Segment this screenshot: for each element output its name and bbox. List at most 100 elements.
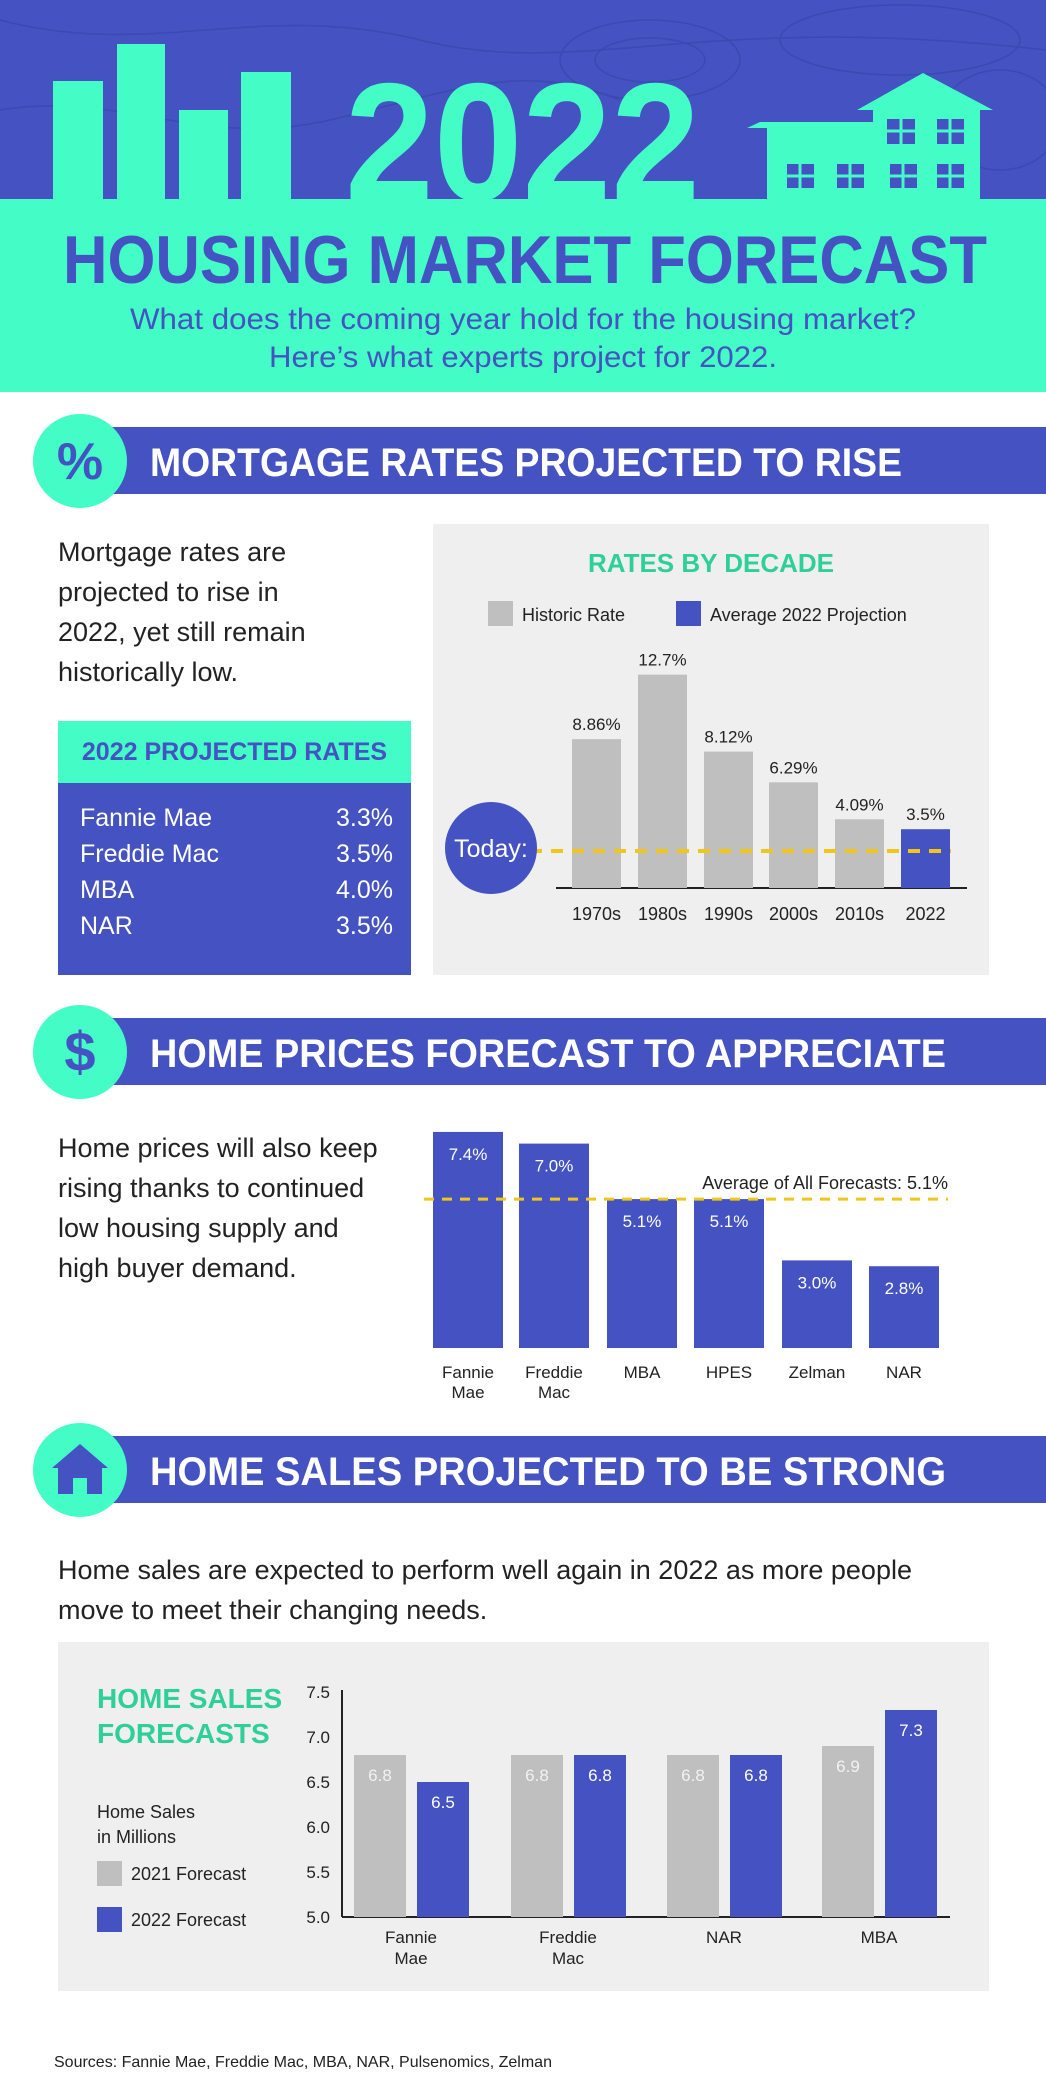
text-line: rising thanks to continued	[58, 1173, 365, 1203]
y-tick-label: 7.0	[306, 1728, 330, 1747]
x-tick-label: Zelman	[789, 1363, 846, 1382]
bar-value-label: 4.09%	[835, 795, 883, 814]
bar-value-label: 8.86%	[572, 715, 620, 734]
projected-rates-title: 2022 PROJECTED RATES	[58, 721, 411, 783]
y-axis-label: Home Sales	[97, 1802, 195, 1822]
bar-2021 Forecast-Fannie Mae	[354, 1755, 406, 1917]
bar-1990s	[704, 751, 753, 888]
legend-swatch-historic	[488, 601, 513, 626]
bar-value-label: 6.8	[525, 1766, 549, 1785]
average-label: Average of All Forecasts: 5.1%	[702, 1173, 948, 1193]
rate-source: MBA	[80, 875, 135, 904]
text-line: Home sales are expected to perform well …	[58, 1555, 912, 1585]
bar-value-label: 3.5%	[906, 805, 945, 824]
text-line: high buyer demand.	[58, 1253, 297, 1283]
y-tick-label: 7.5	[306, 1683, 330, 1702]
x-tick-label: 2010s	[835, 904, 884, 924]
bar-value-label: 6.8	[368, 1766, 392, 1785]
x-tick-label: NAR	[706, 1928, 742, 1947]
bar-value-label: 6.5	[431, 1793, 455, 1812]
bar-2022 Forecast-MBA	[885, 1710, 937, 1917]
x-tick-label: NAR	[886, 1363, 922, 1382]
percent-glyph: %	[57, 433, 103, 491]
rate-value: 3.3%	[336, 803, 393, 832]
bar-value-label: 6.29%	[769, 758, 817, 777]
dollar-glyph: $	[64, 1020, 95, 1083]
text-line: 2022, yet still remain	[58, 617, 306, 647]
bar-value-label: 6.8	[588, 1766, 612, 1785]
x-tick-label: Mae	[394, 1949, 427, 1968]
x-tick-label: MBA	[861, 1928, 899, 1947]
legend-swatch-2022	[97, 1907, 122, 1932]
header-title: HOUSING MARKET FORECAST	[63, 222, 987, 298]
percent-icon	[33, 414, 127, 508]
x-tick-label: 1990s	[704, 904, 753, 924]
x-tick-label: 2022	[905, 904, 945, 924]
bar-HPES	[694, 1199, 764, 1348]
rate-row: NAR 3.5%	[58, 908, 411, 944]
bar-value-label: 6.9	[836, 1757, 860, 1776]
projected-rates-box: 2022 PROJECTED RATES Fannie Mae 3.3% Fred…	[58, 721, 411, 975]
bar-2022 Forecast-Fannie Mae	[417, 1782, 469, 1917]
section-banner-mortgage: % MORTGAGE RATES PROJECTED TO RISE	[33, 414, 1046, 508]
section-banner-prices: $ HOME PRICES FORECAST TO APPRECIATE	[33, 1005, 1046, 1099]
bar-MBA	[607, 1199, 677, 1348]
legend-label: Average 2022 Projection	[710, 605, 907, 625]
bar-value-label: 12.7%	[638, 651, 686, 670]
bar-value-label: 7.0%	[535, 1157, 574, 1176]
bar-2000s	[769, 782, 818, 888]
house-graphic	[747, 73, 993, 201]
bar-2022 Forecast-NAR	[730, 1755, 782, 1917]
rates-by-decade-chart: RATES BY DECADE Historic Rate Average 20…	[445, 548, 967, 924]
legend-swatch-projection	[676, 601, 701, 626]
legend-swatch-2021	[97, 1861, 122, 1886]
bar-value-label: 5.1%	[623, 1212, 662, 1231]
text-line: historically low.	[58, 657, 239, 687]
rate-source: Fannie Mae	[80, 803, 213, 832]
rate-source: NAR	[80, 911, 133, 940]
dollar-icon	[33, 1005, 127, 1099]
text-line: Mortgage rates are	[58, 537, 287, 567]
x-tick-label: Mae	[451, 1383, 484, 1402]
bar-value-label: 7.3	[899, 1721, 923, 1740]
bar-1970s	[572, 739, 621, 888]
bar-value-label: 3.0%	[798, 1273, 837, 1292]
chart-title: HOME SALES	[97, 1683, 282, 1714]
rate-row: Freddie Mac 3.5%	[58, 836, 411, 872]
x-tick-label: Fannie	[442, 1363, 494, 1382]
rate-value: 3.5%	[336, 911, 393, 940]
section-banner-sales: HOME SALES PROJECTED TO BE STRONG	[33, 1423, 1046, 1517]
legend-label: Historic Rate	[522, 605, 625, 625]
y-tick-label: 6.5	[306, 1773, 330, 1792]
text-line: move to meet their changing needs.	[58, 1595, 488, 1625]
y-tick-label: 6.0	[306, 1818, 330, 1837]
sales-text: Home sales are expected to perform well …	[58, 1550, 912, 1630]
bar-value-label: 6.8	[744, 1766, 768, 1785]
bar-2022 Forecast-Freddie Mac	[574, 1755, 626, 1917]
today-label: Today:	[454, 835, 528, 863]
rates-chart-panel	[433, 524, 989, 975]
text-line: low housing supply and	[58, 1213, 339, 1243]
x-tick-label: Freddie	[539, 1928, 597, 1947]
text-line: projected to rise in	[58, 577, 279, 607]
home-sales-chart: HOME SALES FORECASTS Home Sales in Milli…	[97, 1683, 950, 1968]
bar-value-label: 7.4%	[449, 1145, 488, 1164]
today-badge	[445, 802, 537, 894]
rate-row: Fannie Mae 3.3%	[58, 800, 411, 836]
sources: Sources: Fannie Mae, Freddie Mac, MBA, N…	[54, 2054, 552, 2071]
bar-Fannie Mae	[433, 1131, 503, 1348]
legend-label: 2021 Forecast	[131, 1864, 246, 1884]
x-tick-label: 1980s	[638, 904, 687, 924]
section-title: HOME SALES PROJECTED TO BE STRONG	[150, 1450, 946, 1494]
bar-2021 Forecast-MBA	[822, 1746, 874, 1917]
x-tick-label: Fannie	[385, 1928, 437, 1947]
chart-title: RATES BY DECADE	[588, 548, 834, 578]
bar-2022	[901, 829, 950, 888]
header-subtitle-2: Here’s what experts project for 2022.	[269, 341, 777, 374]
header-year: 2022	[345, 48, 700, 236]
rate-row: MBA 4.0%	[58, 872, 411, 908]
bar-value-label: 2.8%	[885, 1279, 924, 1298]
x-tick-label: MBA	[624, 1363, 662, 1382]
